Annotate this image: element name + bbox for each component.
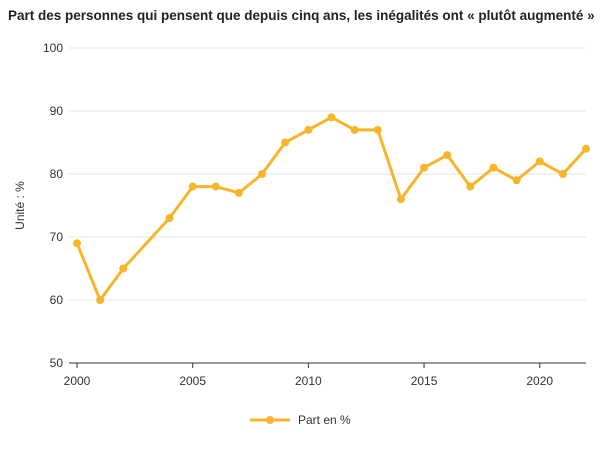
y-tick-label: 80: [50, 167, 64, 181]
x-tick-label: 2015: [411, 374, 438, 388]
x-tick-label: 2000: [64, 374, 91, 388]
y-tick-label: 60: [50, 293, 64, 307]
data-point[interactable]: [373, 125, 382, 134]
data-point[interactable]: [119, 264, 128, 273]
data-point[interactable]: [466, 182, 475, 191]
gridlines: [69, 47, 586, 364]
data-point[interactable]: [304, 125, 313, 134]
data-point[interactable]: [188, 182, 197, 191]
data-point[interactable]: [350, 125, 359, 134]
data-point[interactable]: [73, 239, 81, 248]
series-line: [75, 115, 588, 302]
x-axis: 2000 2005 2010 2015 2020: [64, 362, 586, 388]
data-point[interactable]: [165, 214, 174, 223]
y-axis-label: Unité : %: [13, 181, 27, 230]
legend-marker: [266, 416, 274, 424]
x-tick-label: 2010: [295, 374, 322, 388]
data-point[interactable]: [281, 138, 290, 147]
data-point[interactable]: [258, 170, 267, 178]
legend[interactable]: Part en %: [250, 413, 351, 427]
data-point[interactable]: [327, 113, 336, 122]
x-tick-label: 2005: [179, 374, 206, 388]
y-tick-label: 90: [50, 104, 64, 118]
data-point[interactable]: [489, 163, 498, 172]
series-layer: [73, 113, 590, 304]
data-point[interactable]: [211, 182, 220, 191]
y-tick-label: 70: [50, 230, 64, 244]
data-point[interactable]: [96, 296, 105, 304]
x-tick-label: 2020: [526, 374, 553, 388]
data-point[interactable]: [558, 170, 567, 178]
data-point[interactable]: [512, 176, 521, 185]
data-point[interactable]: [420, 163, 429, 172]
data-point[interactable]: [582, 144, 590, 153]
chart-title: Part des personnes qui pensent que depui…: [8, 8, 595, 23]
data-point[interactable]: [535, 157, 544, 166]
y-tick-label: 100: [43, 41, 63, 55]
y-tick-label: 50: [50, 356, 64, 370]
data-point[interactable]: [396, 195, 405, 204]
data-point[interactable]: [443, 151, 452, 160]
y-axis: 50 60 70 80 90 100: [43, 41, 63, 370]
data-point[interactable]: [234, 188, 243, 197]
legend-label: Part en %: [298, 413, 351, 427]
